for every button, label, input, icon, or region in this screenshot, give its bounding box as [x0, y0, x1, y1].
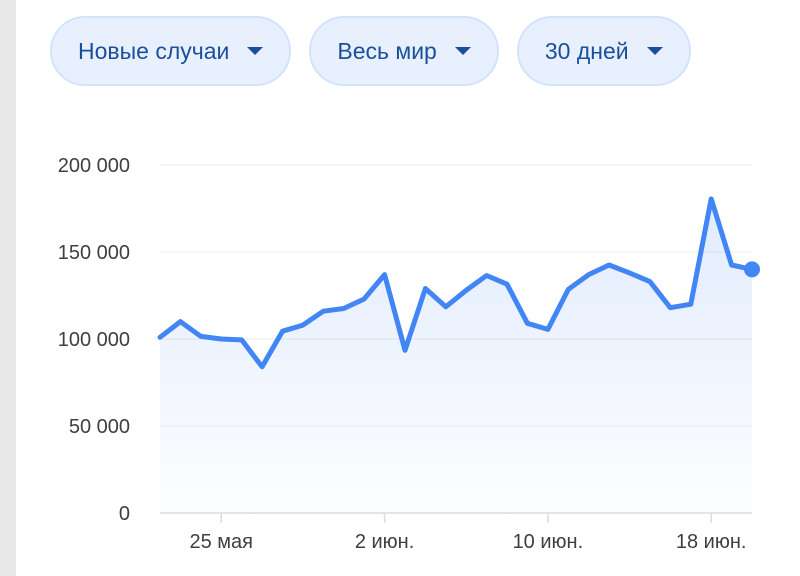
x-tick-label: 25 мая [189, 531, 253, 553]
y-axis: 0 50 000 100 000 150 000 200 000 [58, 155, 130, 525]
last-point-marker[interactable] [744, 261, 760, 278]
data-point[interactable] [440, 301, 452, 313]
y-tick-label: 150 000 [58, 242, 130, 264]
y-tick-label: 200 000 [58, 155, 130, 177]
data-point[interactable] [644, 276, 656, 288]
series-line [157, 196, 755, 370]
data-point[interactable] [419, 283, 431, 295]
region-dropdown-label: Весь мир [337, 37, 437, 64]
metric-dropdown-label: Новые случаи [78, 37, 230, 64]
data-point[interactable] [583, 269, 595, 281]
data-point[interactable] [379, 269, 391, 281]
data-point[interactable] [542, 323, 554, 335]
data-point[interactable] [726, 259, 738, 271]
series-area [160, 198, 752, 513]
data-point[interactable] [256, 361, 268, 373]
y-tick-label: 50 000 [69, 416, 130, 438]
data-point[interactable] [603, 259, 615, 271]
data-point[interactable] [215, 333, 227, 345]
data-point[interactable] [358, 293, 370, 305]
data-point[interactable] [174, 316, 186, 328]
x-axis: 25 мая 2 июн. 10 июн. 18 июн. [160, 512, 752, 553]
period-dropdown-label: 30 дней [544, 37, 629, 64]
data-point[interactable] [705, 193, 717, 205]
data-point[interactable] [460, 284, 472, 296]
data-point[interactable] [297, 319, 309, 331]
data-point[interactable] [624, 267, 636, 279]
data-point[interactable] [236, 334, 248, 346]
data-point[interactable] [317, 305, 329, 317]
filter-bar: Новые случаи Весь мир 30 дней [50, 16, 691, 86]
data-point[interactable] [481, 269, 493, 281]
data-point[interactable] [338, 303, 350, 315]
data-point[interactable] [276, 325, 288, 337]
chevron-down-icon [247, 47, 264, 55]
chevron-down-icon [454, 47, 471, 55]
series-layer [154, 193, 760, 513]
chevron-down-icon [646, 47, 663, 55]
period-dropdown[interactable]: 30 дней [516, 16, 691, 86]
data-point[interactable] [562, 283, 574, 295]
x-tick-label: 2 июн. [355, 531, 414, 553]
y-tick-label: 100 000 [58, 329, 130, 351]
data-point[interactable] [664, 302, 676, 314]
x-tick-label: 18 июн. [676, 531, 747, 553]
x-tick-label: 10 июн. [513, 531, 584, 553]
region-dropdown[interactable]: Весь мир [309, 16, 499, 86]
data-point[interactable] [195, 330, 207, 342]
data-point[interactable] [154, 331, 166, 343]
metric-dropdown[interactable]: Новые случаи [50, 16, 292, 86]
data-point[interactable] [685, 298, 697, 310]
data-point[interactable] [501, 278, 513, 290]
y-tick-label: 0 [119, 503, 130, 525]
data-point[interactable] [399, 344, 411, 356]
data-point[interactable] [521, 317, 533, 329]
